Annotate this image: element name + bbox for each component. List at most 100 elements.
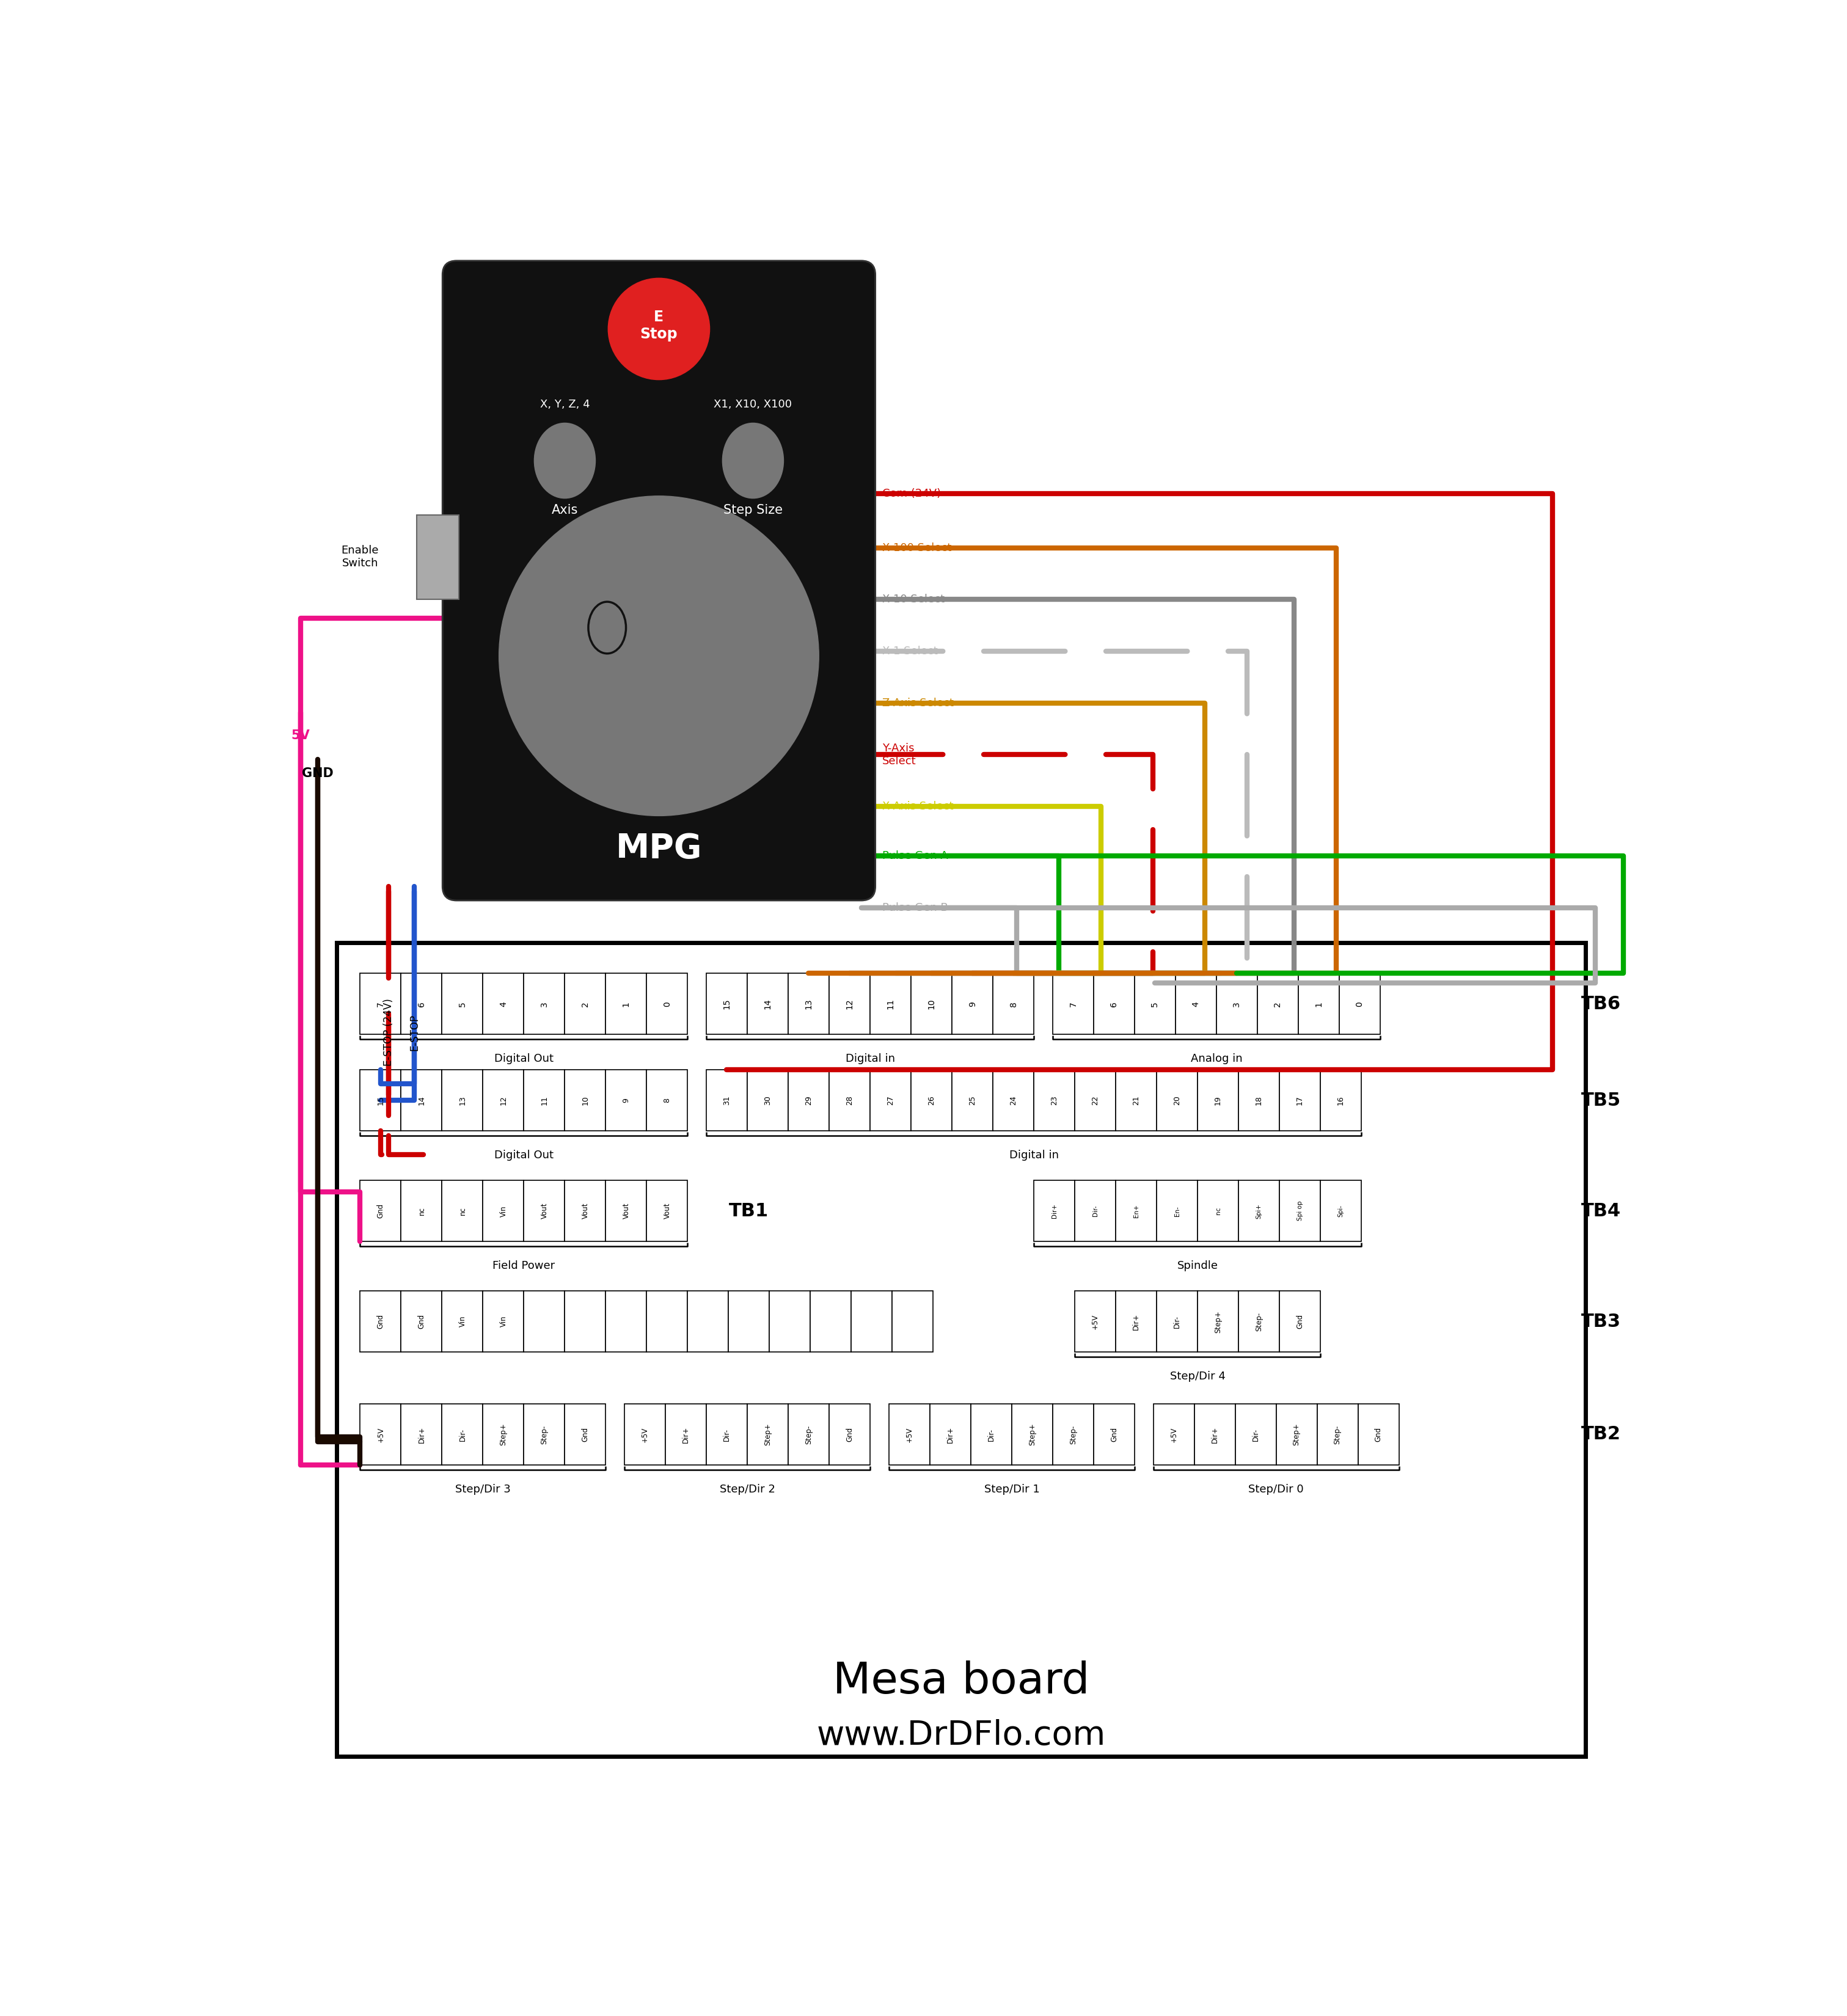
Bar	[482, 1181, 525, 1242]
Text: 1: 1	[1315, 1002, 1322, 1006]
Text: 16: 16	[1337, 1095, 1345, 1105]
Text: X-Axis Select: X-Axis Select	[883, 800, 953, 812]
Text: Step/Dir 0: Step/Dir 0	[1249, 1484, 1304, 1494]
Bar	[728, 1290, 770, 1353]
Bar	[951, 1070, 994, 1131]
Bar	[911, 1070, 951, 1131]
Bar	[1012, 1403, 1053, 1466]
Bar	[1239, 1181, 1280, 1242]
Bar	[441, 1403, 482, 1466]
Bar	[994, 974, 1034, 1034]
Text: Gnd: Gnd	[846, 1427, 853, 1441]
Bar	[606, 1070, 646, 1131]
Text: Digital Out: Digital Out	[495, 1052, 554, 1064]
Text: Dir-: Dir-	[722, 1427, 731, 1441]
Bar	[870, 974, 911, 1034]
Text: nc: nc	[1215, 1208, 1221, 1216]
Bar	[525, 1181, 565, 1242]
Bar	[646, 974, 687, 1034]
Bar	[1116, 1181, 1156, 1242]
Text: X1, X10, X100: X1, X10, X100	[715, 399, 792, 409]
Text: Com (24V): Com (24V)	[883, 488, 942, 500]
Text: Dir-: Dir-	[988, 1427, 996, 1441]
Text: Gnd: Gnd	[1297, 1314, 1304, 1329]
Text: Step+: Step+	[499, 1423, 508, 1445]
Bar	[1239, 1290, 1280, 1353]
Bar	[401, 1181, 441, 1242]
Bar	[360, 1403, 401, 1466]
Circle shape	[499, 496, 818, 816]
Bar	[1298, 974, 1339, 1034]
Text: 9: 9	[968, 1002, 977, 1006]
Text: Gnd: Gnd	[582, 1427, 589, 1441]
Bar	[1175, 974, 1217, 1034]
Bar	[748, 974, 789, 1034]
Bar	[911, 974, 951, 1034]
Bar	[401, 1403, 441, 1466]
Bar	[360, 1290, 401, 1353]
Text: 31: 31	[722, 1095, 731, 1105]
Bar	[441, 1181, 482, 1242]
Text: Step-: Step-	[1254, 1312, 1263, 1331]
Bar	[1197, 1070, 1239, 1131]
Bar	[748, 1403, 789, 1466]
Bar	[892, 1290, 933, 1353]
Text: Dir-: Dir-	[458, 1427, 467, 1441]
Text: 19: 19	[1213, 1095, 1223, 1105]
Bar	[482, 974, 525, 1034]
Text: Gnd: Gnd	[1374, 1427, 1382, 1441]
Bar	[1075, 1290, 1116, 1353]
Bar	[829, 1403, 870, 1466]
Bar	[706, 974, 748, 1034]
Text: Y-Axis
Select: Y-Axis Select	[883, 742, 916, 766]
Text: Step/Dir 4: Step/Dir 4	[1169, 1371, 1225, 1381]
Bar	[441, 1290, 482, 1353]
Text: Step+: Step+	[1293, 1423, 1300, 1445]
Bar	[525, 1070, 565, 1131]
Text: 0: 0	[663, 1002, 672, 1006]
Bar	[1217, 974, 1258, 1034]
Text: Step-: Step-	[1069, 1425, 1077, 1443]
Bar	[1034, 1181, 1075, 1242]
Bar	[401, 1070, 441, 1131]
Text: 26: 26	[927, 1095, 935, 1105]
Bar	[565, 974, 606, 1034]
Bar	[789, 974, 829, 1034]
Text: Analog in: Analog in	[1191, 1052, 1243, 1064]
Bar	[336, 943, 1587, 1756]
Text: 17: 17	[1297, 1095, 1304, 1105]
Bar	[665, 1403, 706, 1466]
Text: 5V: 5V	[292, 730, 310, 742]
Bar	[1197, 1290, 1239, 1353]
Text: 15: 15	[377, 1095, 384, 1105]
Bar	[646, 1290, 687, 1353]
Bar	[789, 1403, 829, 1466]
Bar	[1197, 1181, 1239, 1242]
Text: Vin: Vin	[499, 1316, 508, 1327]
Text: 14: 14	[417, 1095, 425, 1105]
Bar	[606, 1181, 646, 1242]
Text: E-STOP: E-STOP	[408, 1014, 419, 1050]
Text: Digital in: Digital in	[1008, 1149, 1058, 1161]
Text: 14: 14	[763, 998, 772, 1010]
Text: Mesa board: Mesa board	[833, 1661, 1090, 1702]
Bar	[1317, 1403, 1358, 1466]
Text: Field Power: Field Power	[493, 1260, 556, 1272]
Text: 28: 28	[846, 1095, 853, 1105]
Text: www.DrDFlo.com: www.DrDFlo.com	[816, 1720, 1106, 1752]
Text: +5V: +5V	[905, 1427, 914, 1441]
Text: 1: 1	[622, 1002, 630, 1006]
Ellipse shape	[534, 423, 595, 498]
Bar	[1116, 1070, 1156, 1131]
Bar	[441, 1070, 482, 1131]
Text: X, Y, Z, 4: X, Y, Z, 4	[539, 399, 589, 409]
Bar	[706, 1070, 748, 1131]
Bar	[1053, 1403, 1093, 1466]
Text: 6: 6	[1110, 1002, 1117, 1006]
Bar	[482, 1290, 525, 1353]
Text: nc: nc	[458, 1208, 467, 1216]
Bar	[687, 1290, 728, 1353]
Text: Vout: Vout	[541, 1204, 549, 1220]
Text: Pulse Gen A: Pulse Gen A	[883, 851, 948, 861]
Text: 3: 3	[1232, 1002, 1241, 1006]
